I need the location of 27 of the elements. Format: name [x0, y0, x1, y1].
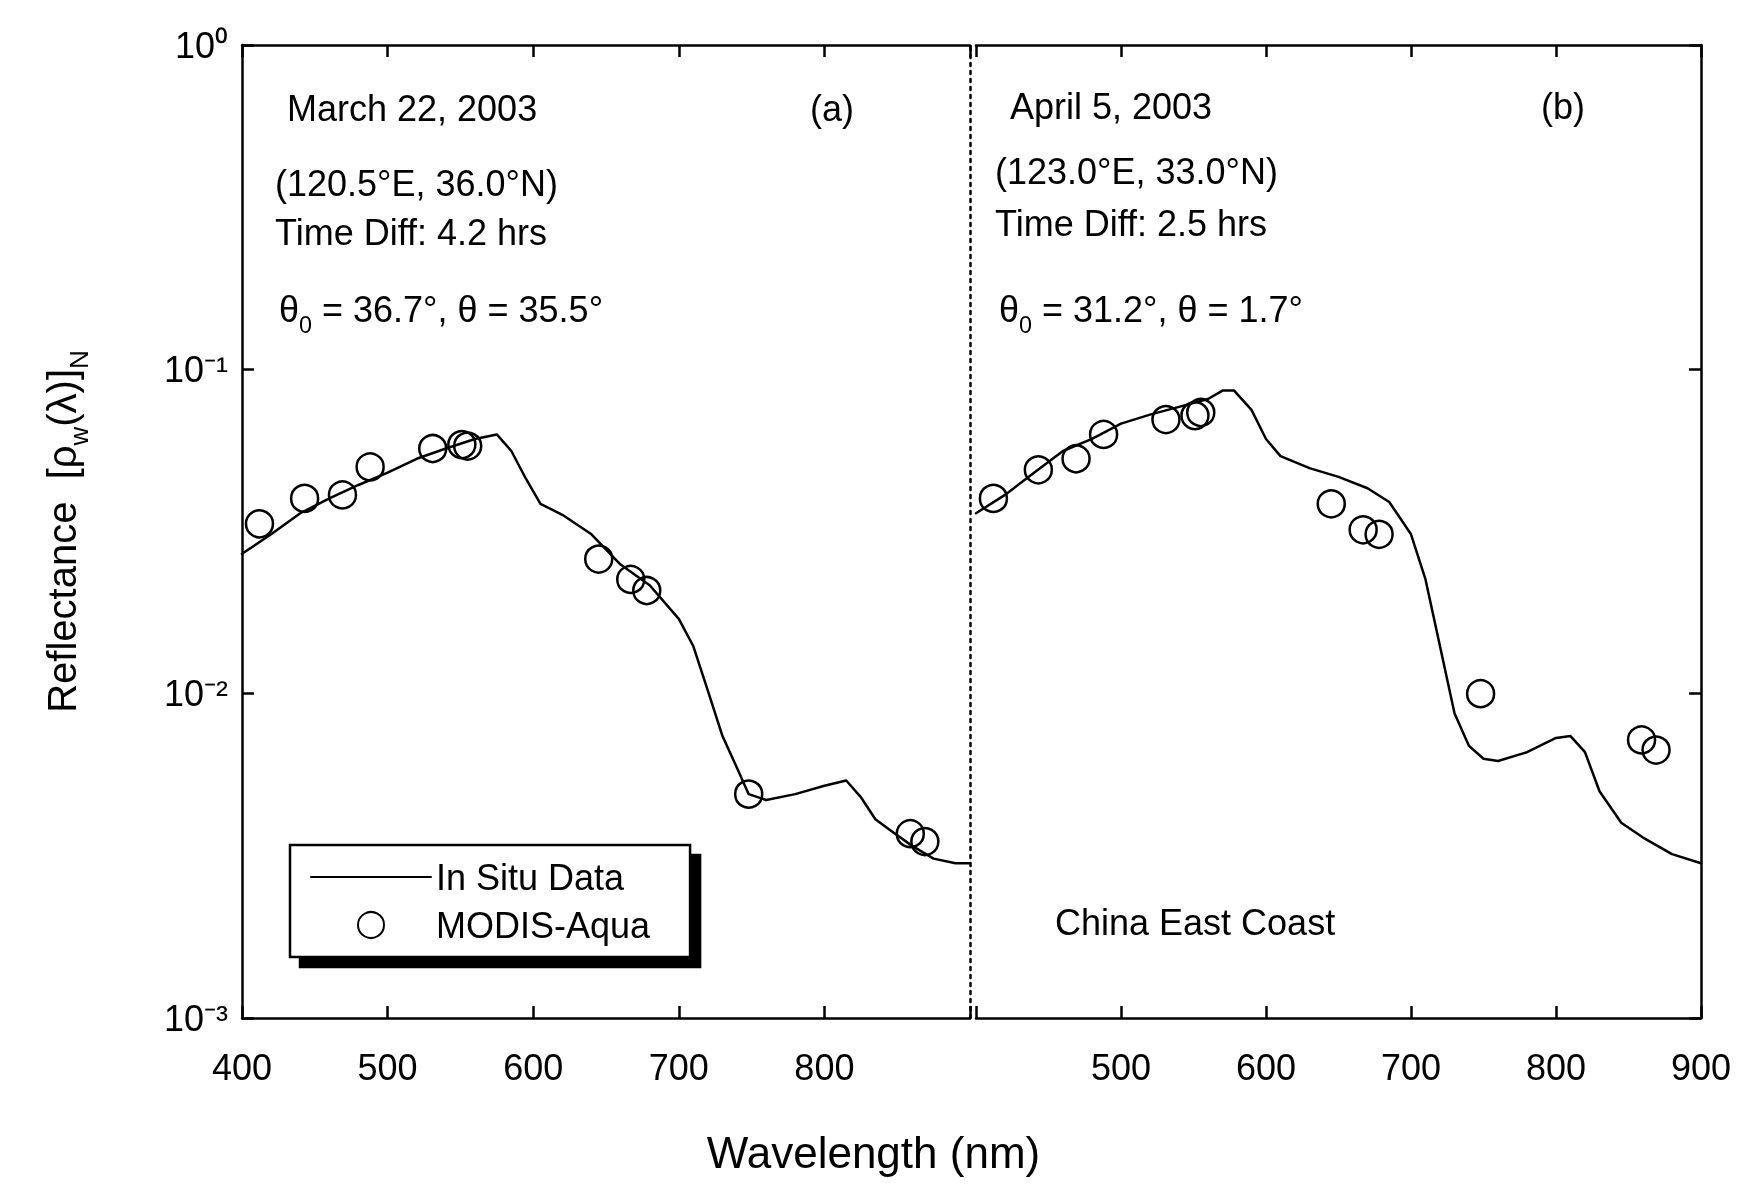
- x-tick-label: 600: [1235, 1046, 1297, 1088]
- x-tick-label: 400: [211, 1046, 273, 1088]
- annotation: April 5, 2003: [1010, 85, 1213, 127]
- annotation: (a): [810, 87, 854, 129]
- x-tick-label: 600: [503, 1046, 564, 1088]
- y-tick-label: 10⁻²: [163, 673, 229, 715]
- annotation: (123.0°E, 33.0°N): [995, 150, 1278, 192]
- x-axis-title: Wavelength (nm): [705, 1128, 1042, 1178]
- x-tick-label: 800: [1525, 1046, 1587, 1088]
- legend-label: MODIS-Aqua: [436, 904, 652, 946]
- x-tick-label: 800: [794, 1046, 855, 1088]
- y-tick-label: 10⁻³: [163, 997, 229, 1039]
- legend-label: In Situ Data: [436, 856, 626, 898]
- annotation: (b): [1541, 85, 1585, 127]
- annotation: (120.5°E, 36.0°N): [275, 162, 558, 204]
- annotation: China East Coast: [1055, 901, 1336, 943]
- x-tick-label: 900: [1670, 1046, 1732, 1088]
- x-tick-label: 500: [1090, 1046, 1152, 1088]
- x-tick-label: 700: [648, 1046, 709, 1088]
- y-tick-label: 10⁰: [174, 24, 228, 66]
- x-tick-label: 500: [357, 1046, 418, 1088]
- y-axis-title: Reflectance [ρw(λ)]N: [40, 350, 94, 713]
- y-tick-label: 10⁻¹: [163, 348, 229, 390]
- annotation: March 22, 2003: [287, 87, 538, 129]
- x-tick-label: 700: [1380, 1046, 1442, 1088]
- annotation: Time Diff: 2.5 hrs: [995, 202, 1268, 244]
- annotation: Time Diff: 4.2 hrs: [275, 211, 548, 253]
